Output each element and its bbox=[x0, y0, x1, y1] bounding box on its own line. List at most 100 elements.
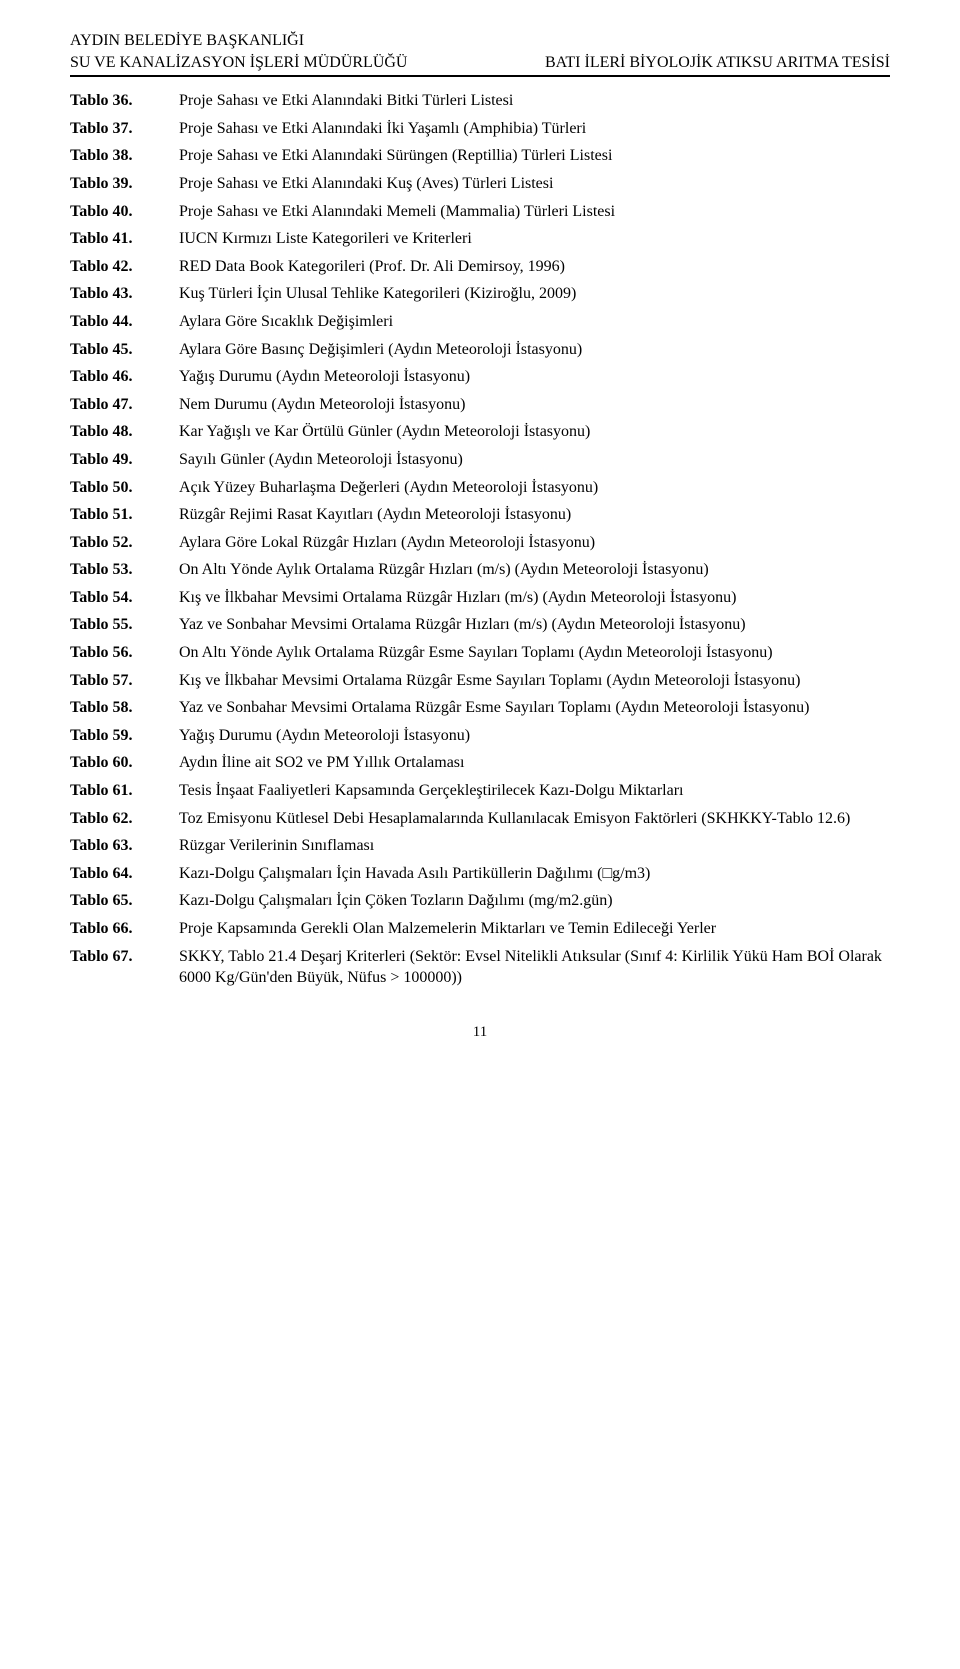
row-label: Tablo 63. bbox=[70, 832, 179, 860]
row-label: Tablo 64. bbox=[70, 860, 179, 888]
row-description: Proje Sahası ve Etki Alanındaki Kuş (Ave… bbox=[179, 170, 890, 198]
row-description: Açık Yüzey Buharlaşma Değerleri (Aydın M… bbox=[179, 474, 890, 502]
row-label: Tablo 37. bbox=[70, 115, 179, 143]
row-description: SKKY, Tablo 21.4 Deşarj Kriterleri (Sekt… bbox=[179, 943, 890, 992]
row-label: Tablo 46. bbox=[70, 363, 179, 391]
row-description: Yağış Durumu (Aydın Meteoroloji İstasyon… bbox=[179, 722, 890, 750]
table-row: Tablo 52.Aylara Göre Lokal Rüzgâr Hızlar… bbox=[70, 529, 890, 557]
table-row: Tablo 63.Rüzgar Verilerinin Sınıflaması bbox=[70, 832, 890, 860]
table-row: Tablo 66.Proje Kapsamında Gerekli Olan M… bbox=[70, 915, 890, 943]
row-label: Tablo 57. bbox=[70, 667, 179, 695]
table-row: Tablo 53.On Altı Yönde Aylık Ortalama Rü… bbox=[70, 556, 890, 584]
table-row: Tablo 58.Yaz ve Sonbahar Mevsimi Ortalam… bbox=[70, 694, 890, 722]
row-label: Tablo 62. bbox=[70, 805, 179, 833]
row-label: Tablo 47. bbox=[70, 391, 179, 419]
table-row: Tablo 59.Yağış Durumu (Aydın Meteoroloji… bbox=[70, 722, 890, 750]
row-label: Tablo 56. bbox=[70, 639, 179, 667]
table-of-tables: Tablo 36.Proje Sahası ve Etki Alanındaki… bbox=[70, 87, 890, 992]
row-description: On Altı Yönde Aylık Ortalama Rüzgâr Hızl… bbox=[179, 556, 890, 584]
table-row: Tablo 64.Kazı-Dolgu Çalışmaları İçin Hav… bbox=[70, 860, 890, 888]
row-label: Tablo 49. bbox=[70, 446, 179, 474]
row-label: Tablo 58. bbox=[70, 694, 179, 722]
row-description: Aylara Göre Sıcaklık Değişimleri bbox=[179, 308, 890, 336]
table-row: Tablo 47.Nem Durumu (Aydın Meteoroloji İ… bbox=[70, 391, 890, 419]
row-description: Kazı-Dolgu Çalışmaları İçin Havada Asılı… bbox=[179, 860, 890, 888]
document-page: AYDIN BELEDİYE BAŞKANLIĞI SU VE KANALİZA… bbox=[0, 0, 960, 1082]
header-org-line1: AYDIN BELEDİYE BAŞKANLIĞI bbox=[70, 30, 407, 52]
header-right: BATI İLERİ BİYOLOJİK ATIKSU ARITMA TESİS… bbox=[545, 30, 890, 73]
page-header: AYDIN BELEDİYE BAŞKANLIĞI SU VE KANALİZA… bbox=[70, 30, 890, 77]
row-label: Tablo 43. bbox=[70, 280, 179, 308]
table-row: Tablo 50.Açık Yüzey Buharlaşma Değerleri… bbox=[70, 474, 890, 502]
row-label: Tablo 54. bbox=[70, 584, 179, 612]
table-row: Tablo 45.Aylara Göre Basınç Değişimleri … bbox=[70, 336, 890, 364]
table-row: Tablo 44.Aylara Göre Sıcaklık Değişimler… bbox=[70, 308, 890, 336]
row-label: Tablo 66. bbox=[70, 915, 179, 943]
table-row: Tablo 49.Sayılı Günler (Aydın Meteoroloj… bbox=[70, 446, 890, 474]
table-row: Tablo 37.Proje Sahası ve Etki Alanındaki… bbox=[70, 115, 890, 143]
header-left: AYDIN BELEDİYE BAŞKANLIĞI SU VE KANALİZA… bbox=[70, 30, 407, 73]
row-label: Tablo 60. bbox=[70, 749, 179, 777]
row-label: Tablo 40. bbox=[70, 198, 179, 226]
table-row: Tablo 61.Tesis İnşaat Faaliyetleri Kapsa… bbox=[70, 777, 890, 805]
row-description: Tesis İnşaat Faaliyetleri Kapsamında Ger… bbox=[179, 777, 890, 805]
row-label: Tablo 53. bbox=[70, 556, 179, 584]
table-row: Tablo 48.Kar Yağışlı ve Kar Örtülü Günle… bbox=[70, 418, 890, 446]
row-label: Tablo 52. bbox=[70, 529, 179, 557]
row-label: Tablo 41. bbox=[70, 225, 179, 253]
row-description: On Altı Yönde Aylık Ortalama Rüzgâr Esme… bbox=[179, 639, 890, 667]
row-description: IUCN Kırmızı Liste Kategorileri ve Krite… bbox=[179, 225, 890, 253]
row-description: Kış ve İlkbahar Mevsimi Ortalama Rüzgâr … bbox=[179, 584, 890, 612]
header-spacer bbox=[545, 30, 890, 52]
row-label: Tablo 44. bbox=[70, 308, 179, 336]
row-description: Yaz ve Sonbahar Mevsimi Ortalama Rüzgâr … bbox=[179, 611, 890, 639]
row-description: Kar Yağışlı ve Kar Örtülü Günler (Aydın … bbox=[179, 418, 890, 446]
row-label: Tablo 59. bbox=[70, 722, 179, 750]
table-row: Tablo 39.Proje Sahası ve Etki Alanındaki… bbox=[70, 170, 890, 198]
table-row: Tablo 56.On Altı Yönde Aylık Ortalama Rü… bbox=[70, 639, 890, 667]
row-description: Toz Emisyonu Kütlesel Debi Hesaplamaları… bbox=[179, 805, 890, 833]
table-row: Tablo 42.RED Data Book Kategorileri (Pro… bbox=[70, 253, 890, 281]
table-row: Tablo 51.Rüzgâr Rejimi Rasat Kayıtları (… bbox=[70, 501, 890, 529]
row-description: Kış ve İlkbahar Mevsimi Ortalama Rüzgâr … bbox=[179, 667, 890, 695]
table-row: Tablo 38.Proje Sahası ve Etki Alanındaki… bbox=[70, 142, 890, 170]
row-label: Tablo 50. bbox=[70, 474, 179, 502]
row-label: Tablo 51. bbox=[70, 501, 179, 529]
header-org-line2: SU VE KANALİZASYON İŞLERİ MÜDÜRLÜĞÜ bbox=[70, 52, 407, 74]
table-row: Tablo 65.Kazı-Dolgu Çalışmaları İçin Çök… bbox=[70, 887, 890, 915]
row-label: Tablo 67. bbox=[70, 943, 179, 992]
row-description: Proje Sahası ve Etki Alanındaki Memeli (… bbox=[179, 198, 890, 226]
table-row: Tablo 41.IUCN Kırmızı Liste Kategorileri… bbox=[70, 225, 890, 253]
table-row: Tablo 40.Proje Sahası ve Etki Alanındaki… bbox=[70, 198, 890, 226]
table-row: Tablo 67.SKKY, Tablo 21.4 Deşarj Kriterl… bbox=[70, 943, 890, 992]
row-label: Tablo 48. bbox=[70, 418, 179, 446]
row-description: Aylara Göre Lokal Rüzgâr Hızları (Aydın … bbox=[179, 529, 890, 557]
row-description: Proje Sahası ve Etki Alanındaki Bitki Tü… bbox=[179, 87, 890, 115]
row-label: Tablo 55. bbox=[70, 611, 179, 639]
row-description: Proje Sahası ve Etki Alanındaki İki Yaşa… bbox=[179, 115, 890, 143]
row-description: Kuş Türleri İçin Ulusal Tehlike Kategori… bbox=[179, 280, 890, 308]
row-label: Tablo 42. bbox=[70, 253, 179, 281]
table-row: Tablo 46.Yağış Durumu (Aydın Meteoroloji… bbox=[70, 363, 890, 391]
table-row: Tablo 43.Kuş Türleri İçin Ulusal Tehlike… bbox=[70, 280, 890, 308]
table-row: Tablo 54.Kış ve İlkbahar Mevsimi Ortalam… bbox=[70, 584, 890, 612]
row-description: Kazı-Dolgu Çalışmaları İçin Çöken Tozlar… bbox=[179, 887, 890, 915]
table-row: Tablo 57.Kış ve İlkbahar Mevsimi Ortalam… bbox=[70, 667, 890, 695]
row-label: Tablo 61. bbox=[70, 777, 179, 805]
row-description: Rüzgâr Rejimi Rasat Kayıtları (Aydın Met… bbox=[179, 501, 890, 529]
row-description: Sayılı Günler (Aydın Meteoroloji İstasyo… bbox=[179, 446, 890, 474]
table-row: Tablo 62.Toz Emisyonu Kütlesel Debi Hesa… bbox=[70, 805, 890, 833]
row-description: Aylara Göre Basınç Değişimleri (Aydın Me… bbox=[179, 336, 890, 364]
row-description: Aydın İline ait SO2 ve PM Yıllık Ortalam… bbox=[179, 749, 890, 777]
row-description: Proje Kapsamında Gerekli Olan Malzemeler… bbox=[179, 915, 890, 943]
table-row: Tablo 36.Proje Sahası ve Etki Alanındaki… bbox=[70, 87, 890, 115]
row-label: Tablo 36. bbox=[70, 87, 179, 115]
row-description: Yaz ve Sonbahar Mevsimi Ortalama Rüzgâr … bbox=[179, 694, 890, 722]
row-description: Rüzgar Verilerinin Sınıflaması bbox=[179, 832, 890, 860]
row-label: Tablo 39. bbox=[70, 170, 179, 198]
row-description: Yağış Durumu (Aydın Meteoroloji İstasyon… bbox=[179, 363, 890, 391]
page-number: 11 bbox=[70, 1022, 890, 1042]
header-facility-name: BATI İLERİ BİYOLOJİK ATIKSU ARITMA TESİS… bbox=[545, 52, 890, 74]
table-row: Tablo 60.Aydın İline ait SO2 ve PM Yıllı… bbox=[70, 749, 890, 777]
row-description: Proje Sahası ve Etki Alanındaki Sürüngen… bbox=[179, 142, 890, 170]
